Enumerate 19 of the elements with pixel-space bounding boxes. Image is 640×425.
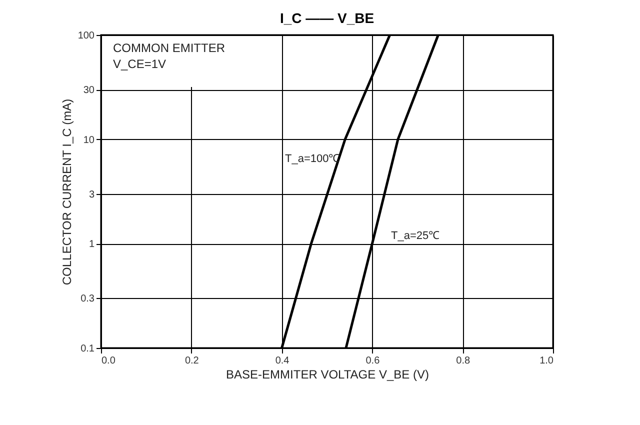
x-tick-label: 0.0 <box>102 356 116 366</box>
y-tick-label: 10 <box>83 134 95 146</box>
y-tick-label: 0.3 <box>80 294 95 305</box>
y-tick-label: 0.1 <box>80 344 95 354</box>
x-tick-label: 1.0 <box>540 356 554 366</box>
annotation: COMMON EMITTER <box>113 41 226 55</box>
y-tick-label: 1 <box>88 239 95 250</box>
y-tick-label: 100 <box>78 30 95 42</box>
chart-title: I_C —— V_BE <box>280 10 374 26</box>
y-tick-label: 3 <box>88 189 95 200</box>
x-tick-label: 0.4 <box>275 356 290 366</box>
x-tick-label: 0.6 <box>366 356 380 366</box>
x-axis-title: BASE-EMMITER VOLTAGE V_BE (V) <box>226 368 429 382</box>
annotation: T_a=25℃ <box>391 230 440 242</box>
y-tick-label: 30 <box>83 85 95 96</box>
x-tick-label: 0.8 <box>456 356 470 366</box>
y-axis-title: COLLECTOR CURRENT I_C (mA) <box>60 98 74 286</box>
x-tick-label: 0.2 <box>184 356 200 366</box>
annotation: V_CE=1V <box>113 57 166 71</box>
